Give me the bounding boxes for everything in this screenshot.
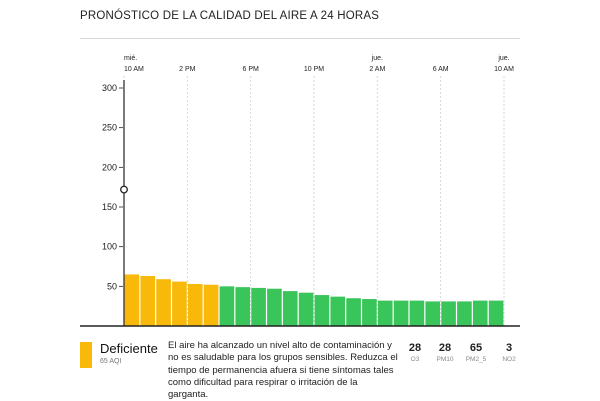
y-tick-label: 150 — [102, 202, 117, 212]
forecast-bar — [488, 300, 504, 326]
pollutant-value: 65 — [469, 342, 483, 354]
pollutant-name: O3 — [410, 356, 420, 363]
x-day-label: jue. — [371, 55, 383, 62]
pollutant-value: 28 — [438, 342, 452, 354]
forecast-bar — [362, 299, 377, 326]
y-tick-label: 250 — [102, 123, 117, 133]
x-tick-label: 10 AM — [124, 66, 144, 73]
y-tick-label: 50 — [107, 281, 117, 291]
pollutant-pm10: 28 PM10 — [430, 342, 460, 363]
forecast-bar — [409, 300, 425, 326]
x-tick-label: 2 PM — [179, 66, 196, 73]
x-tick-label: 10 AM — [494, 66, 514, 73]
forecast-bar — [251, 287, 266, 326]
current-value-marker — [120, 185, 128, 194]
forecast-bar — [472, 300, 488, 326]
pollutant-name: NO2 — [502, 356, 516, 363]
pollutant-name: PM10 — [436, 356, 454, 363]
aqi-summary: Deficiente 65 AQI El aire ha alcanzado u… — [80, 338, 520, 401]
x-tick-label: 2 AM — [369, 66, 385, 73]
pollutant-pm2-5: 65 PM2_5 — [461, 342, 491, 363]
title-divider — [80, 38, 520, 39]
y-tick-label: 300 — [102, 83, 117, 93]
pollutant-value: 3 — [505, 342, 513, 354]
forecast-bar — [314, 295, 330, 326]
x-day-label: mié. — [124, 55, 137, 62]
forecast-bar — [282, 291, 298, 326]
forecast-bar — [377, 300, 393, 326]
forecast-bar — [298, 292, 314, 326]
forecast-bar — [393, 300, 409, 326]
y-tick-label: 200 — [102, 162, 117, 172]
forecast-bar — [330, 296, 346, 326]
aqi-category-label: Deficiente — [100, 341, 158, 356]
forecast-bar — [235, 287, 251, 326]
pollutant-value: 28 — [408, 342, 422, 354]
category-color-swatch — [80, 342, 92, 368]
aqi-value-label: 65 AQI — [100, 358, 122, 365]
forecast-bar — [203, 284, 219, 326]
aqi-forecast-chart: mié. 10 AM 2 PM 6 PM 10 PM jue. 2 AM 6 AM jue. 10… — [80, 55, 520, 327]
x-tick-label: 6 PM — [242, 66, 259, 73]
forecast-bar — [425, 301, 441, 326]
y-tick-label: 100 — [102, 242, 117, 252]
forecast-bar — [172, 281, 187, 326]
forecast-bar — [140, 276, 156, 326]
forecast-bar — [346, 298, 361, 326]
pollutant-no2: 3 NO2 — [494, 342, 524, 363]
forecast-bar — [457, 301, 472, 326]
x-tick-label: 6 AM — [433, 66, 449, 73]
forecast-bar — [441, 301, 456, 326]
pollutant-name: PM2_5 — [465, 356, 487, 363]
x-tick-label: 10 PM — [304, 66, 324, 73]
forecast-bar — [156, 279, 171, 326]
x-day-label: jue. — [497, 55, 509, 62]
chart-title: PRONÓSTICO DE LA CALIDAD DEL AIRE A 24 H… — [80, 10, 380, 22]
health-advice-text: El aire ha alcanzado un nivel alto de co… — [168, 340, 398, 401]
forecast-bar — [124, 274, 140, 326]
forecast-bar — [267, 288, 282, 326]
forecast-bar — [187, 283, 203, 326]
forecast-bar — [219, 286, 235, 326]
pollutant-o3: 28 O3 — [400, 342, 430, 363]
